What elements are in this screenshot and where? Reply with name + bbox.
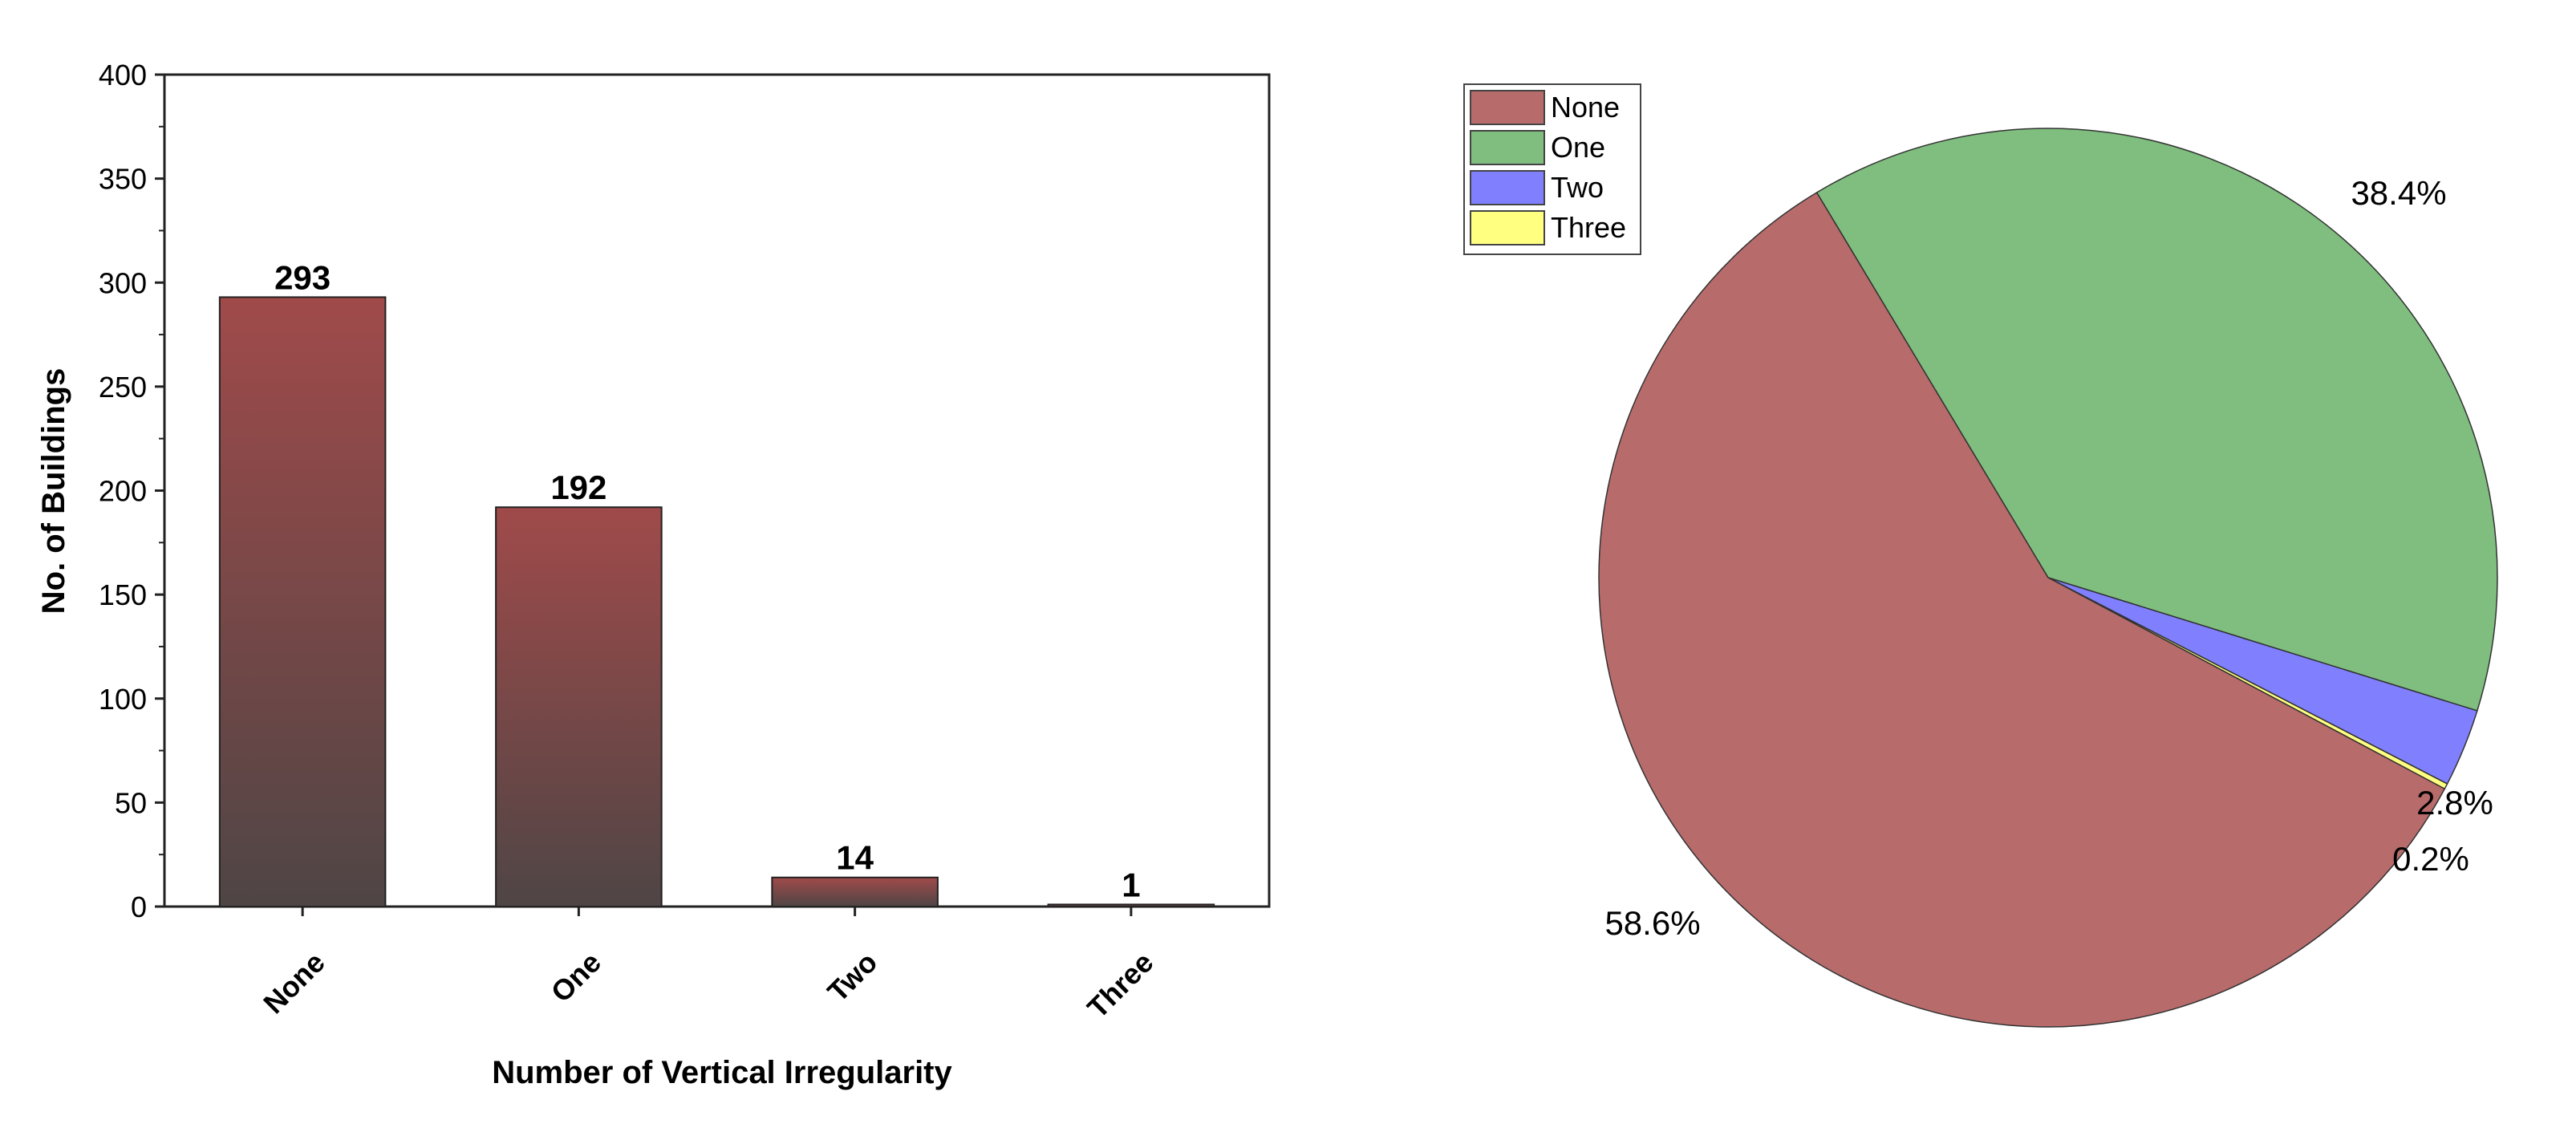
- pie-chart: 38.4% 2.8% 0.2% 58.6% None One Two Three: [1463, 83, 2498, 1028]
- y-axis: 0 50 100 150 200 250 300 350 400: [99, 59, 164, 923]
- legend-label: Two: [1551, 171, 1604, 204]
- y-axis-title: No. of Buildings: [36, 368, 71, 615]
- y-tick-label: 350: [99, 163, 147, 196]
- legend-swatch-one: [1470, 130, 1545, 165]
- pie-labels: 38.4% 2.8% 0.2% 58.6%: [1604, 174, 2493, 942]
- y-tick-label: 200: [99, 475, 147, 508]
- pie-value-label: 2.8%: [2416, 784, 2493, 822]
- y-tick-label: 300: [99, 266, 147, 299]
- y-tick-label: 50: [115, 786, 147, 819]
- legend-label: One: [1551, 131, 1605, 164]
- x-axis-title: Number of Vertical Irregularity: [492, 1055, 952, 1090]
- bar-chart: 0 50 100 150 200 250 300 350 400 None One Two Three…: [36, 59, 1271, 1090]
- bar-two: [771, 876, 939, 907]
- y-tick-label: 150: [99, 578, 147, 611]
- legend-swatch-three: [1470, 210, 1545, 245]
- y-tick-label: 100: [99, 683, 147, 716]
- pie-value-label: 38.4%: [2351, 174, 2446, 212]
- bar-three: [1047, 903, 1215, 907]
- y-tick-label: 400: [99, 59, 147, 91]
- pie-slice-one: [1815, 128, 2498, 712]
- x-tick-label: Three: [1081, 946, 1159, 1024]
- x-tick-label: One: [545, 946, 607, 1008]
- x-tick-label: Two: [821, 946, 883, 1008]
- bar-one: [495, 506, 663, 907]
- pie-value-label: 58.6%: [1604, 904, 1700, 942]
- pie-value-label: 0.2%: [2392, 840, 2469, 878]
- bar-value-label: 192: [550, 469, 606, 506]
- legend-label: Three: [1551, 211, 1626, 244]
- bar-value-label: 1: [1122, 866, 1140, 903]
- bars: 293 192 14 1: [218, 258, 1215, 907]
- x-tick-label: None: [257, 946, 331, 1020]
- x-axis: None One Two Three: [257, 907, 1160, 1024]
- legend-swatch-two: [1470, 170, 1545, 205]
- y-tick-label: 0: [131, 891, 147, 923]
- bar-value-label: 14: [836, 839, 874, 877]
- pie-slices: [1598, 128, 2498, 1028]
- legend-label: None: [1551, 91, 1620, 124]
- legend-swatch-none: [1470, 90, 1545, 125]
- bar-none: [218, 296, 387, 907]
- legend: None One Two Three: [1463, 83, 1641, 255]
- y-tick-label: 250: [99, 371, 147, 404]
- pie-slice-none: [1598, 191, 2446, 1028]
- bar-value-label: 293: [274, 258, 331, 296]
